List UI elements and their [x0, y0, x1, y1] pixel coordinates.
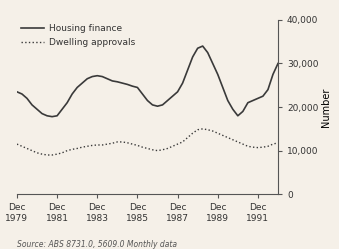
Housing finance — [185, 68, 190, 71]
Dwelling approvals — [191, 132, 195, 135]
Housing finance — [171, 95, 175, 98]
Dwelling approvals — [176, 143, 180, 146]
Dwelling approvals — [276, 141, 280, 144]
Dwelling approvals — [185, 136, 190, 139]
Line: Dwelling approvals: Dwelling approvals — [17, 129, 278, 155]
Dwelling approvals — [45, 153, 49, 157]
Housing finance — [50, 115, 54, 118]
Housing finance — [191, 56, 195, 59]
Housing finance — [90, 75, 94, 78]
Line: Housing finance: Housing finance — [17, 46, 278, 117]
Housing finance — [176, 90, 180, 93]
Y-axis label: Number: Number — [321, 87, 331, 127]
Housing finance — [15, 90, 19, 93]
Housing finance — [226, 99, 230, 102]
Dwelling approvals — [226, 136, 230, 139]
Dwelling approvals — [171, 145, 175, 148]
Legend: Housing finance, Dwelling approvals: Housing finance, Dwelling approvals — [21, 24, 135, 47]
Text: Source: ABS 8731.0, 5609.0 Monthly data: Source: ABS 8731.0, 5609.0 Monthly data — [17, 240, 177, 249]
Housing finance — [276, 62, 280, 65]
Dwelling approvals — [15, 143, 19, 146]
Dwelling approvals — [90, 144, 94, 147]
Housing finance — [201, 45, 205, 48]
Dwelling approvals — [201, 127, 205, 130]
